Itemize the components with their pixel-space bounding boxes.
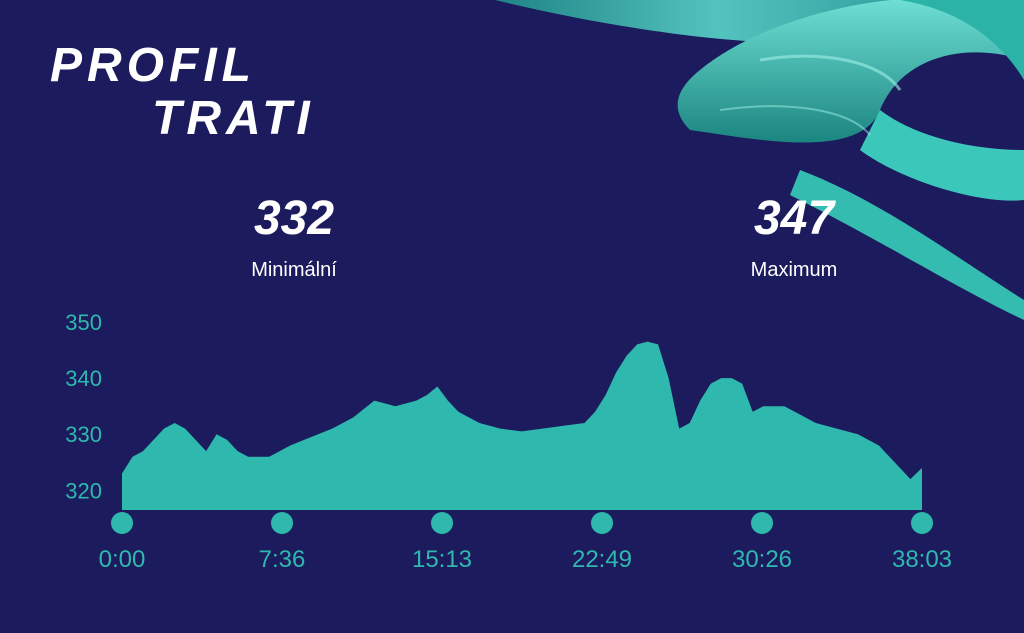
x-tick-marker bbox=[431, 512, 453, 534]
min-value: 332 bbox=[253, 192, 335, 245]
x-tick-marker bbox=[751, 512, 773, 534]
title-line-2: TRATI bbox=[152, 92, 315, 145]
x-tick-marker bbox=[591, 512, 613, 534]
y-tick-label: 330 bbox=[65, 422, 102, 447]
x-tick-label: 22:49 bbox=[572, 546, 632, 573]
max-label: Maximum bbox=[750, 259, 838, 281]
y-tick-label: 340 bbox=[65, 366, 102, 391]
elevation-area bbox=[122, 341, 922, 510]
y-tick-label: 350 bbox=[65, 310, 102, 335]
x-tick-label: 15:13 bbox=[412, 546, 472, 573]
min-label: Minimální bbox=[251, 259, 337, 281]
x-tick-label: 7:36 bbox=[259, 546, 306, 573]
x-tick-label: 38:03 bbox=[892, 546, 952, 573]
x-tick-label: 30:26 bbox=[732, 546, 792, 573]
max-value: 347 bbox=[753, 192, 835, 245]
x-tick-marker bbox=[111, 512, 133, 534]
y-tick-label: 320 bbox=[65, 478, 102, 503]
x-tick-marker bbox=[271, 512, 293, 534]
x-tick-marker bbox=[911, 512, 933, 534]
title-line-1: PROFIL bbox=[50, 39, 256, 92]
x-tick-label: 0:00 bbox=[99, 546, 146, 573]
